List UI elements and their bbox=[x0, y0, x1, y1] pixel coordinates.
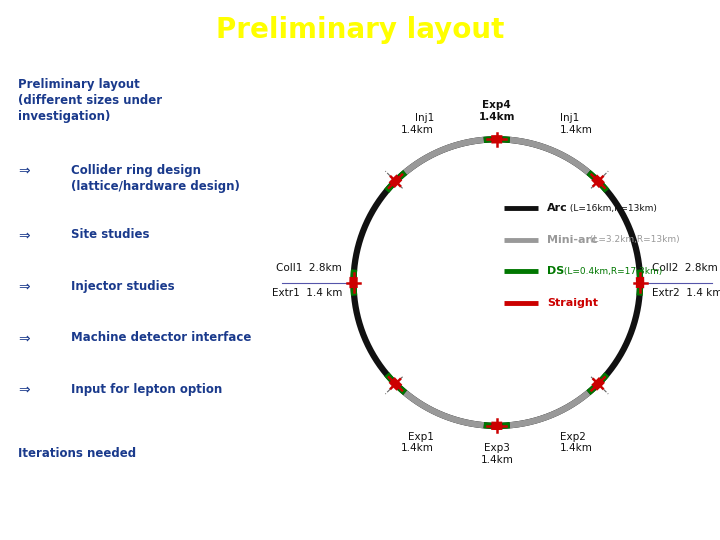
Text: (L=3.2km,R=13km): (L=3.2km,R=13km) bbox=[587, 235, 680, 244]
Text: Inj1
1.4km: Inj1 1.4km bbox=[559, 113, 593, 135]
Text: Injector studies: Injector studies bbox=[71, 280, 174, 293]
Text: Straight: Straight bbox=[547, 298, 598, 308]
Text: Machine detector interface: Machine detector interface bbox=[71, 331, 251, 345]
Text: Mini-arc: Mini-arc bbox=[547, 234, 598, 245]
Text: Exp1
1.4km: Exp1 1.4km bbox=[400, 431, 433, 453]
Text: DS: DS bbox=[547, 266, 564, 276]
Text: Arc: Arc bbox=[547, 203, 567, 213]
Text: CERN: CERN bbox=[18, 512, 37, 518]
Text: Coll2  2.8km: Coll2 2.8km bbox=[652, 262, 717, 273]
Text: Iterations needed: Iterations needed bbox=[18, 447, 136, 460]
Text: (L=0.4km,R=17.3km): (L=0.4km,R=17.3km) bbox=[562, 267, 662, 275]
Text: Site studies: Site studies bbox=[71, 228, 149, 241]
Text: Coll1  2.8km: Coll1 2.8km bbox=[276, 262, 342, 273]
Text: FCC: FCC bbox=[46, 18, 73, 31]
Text: Extr1  1.4 km: Extr1 1.4 km bbox=[271, 288, 342, 298]
Text: ⇒: ⇒ bbox=[18, 331, 30, 345]
Text: 11: 11 bbox=[677, 506, 702, 524]
Text: Future Circular Collider Study
Michael Benedikt
DT Training Seminar 7  May 2015: Future Circular Collider Study Michael B… bbox=[83, 499, 238, 531]
Text: ⇒: ⇒ bbox=[18, 228, 30, 242]
Text: Input for lepton option: Input for lepton option bbox=[71, 383, 222, 396]
Text: ⇒: ⇒ bbox=[18, 164, 30, 178]
Text: ⇒: ⇒ bbox=[18, 383, 30, 397]
Text: Extr2  1.4 km: Extr2 1.4 km bbox=[652, 288, 720, 298]
Text: Exp2
1.4km: Exp2 1.4km bbox=[560, 431, 593, 453]
Text: Exp4
1.4km: Exp4 1.4km bbox=[479, 100, 515, 122]
Text: Collider ring design
(lattice/hardware design): Collider ring design (lattice/hardware d… bbox=[71, 164, 240, 193]
Text: Preliminary layout
(different sizes under
investigation): Preliminary layout (different sizes unde… bbox=[18, 78, 162, 123]
Text: (L=16km,R=13km): (L=16km,R=13km) bbox=[567, 204, 657, 213]
Text: Exp3
1.4km: Exp3 1.4km bbox=[480, 443, 513, 464]
Text: Preliminary layout: Preliminary layout bbox=[216, 16, 504, 44]
Text: ⇒: ⇒ bbox=[18, 280, 30, 294]
Text: hh ee he: hh ee he bbox=[45, 39, 75, 45]
Text: Inj1
1.4km: Inj1 1.4km bbox=[401, 113, 434, 135]
